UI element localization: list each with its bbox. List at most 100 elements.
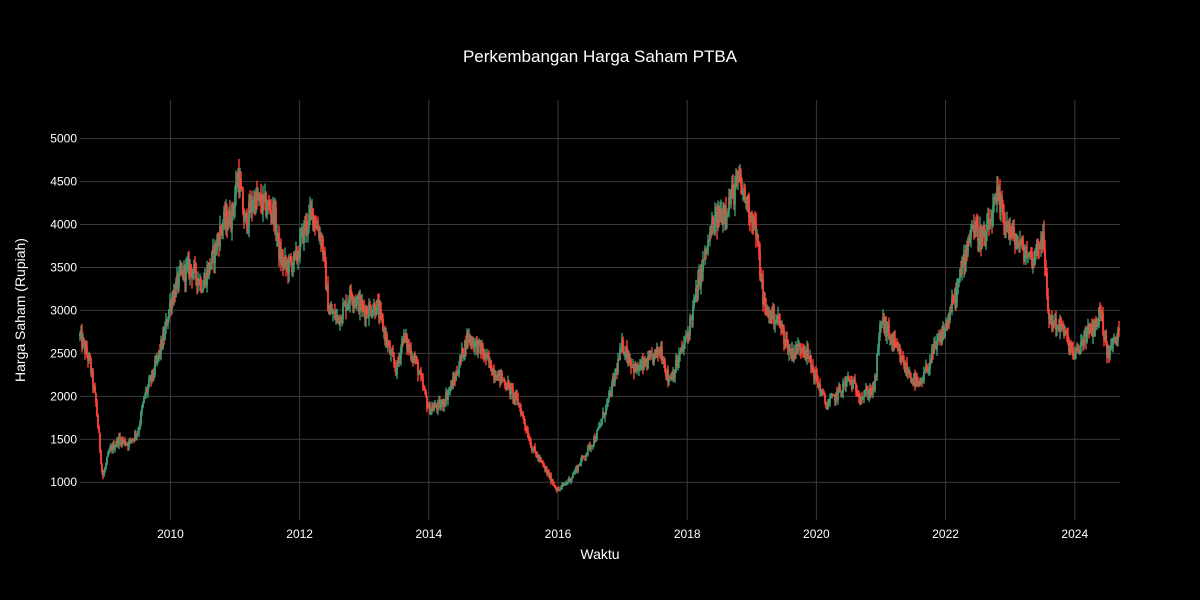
candle-body-up [276, 235, 278, 237]
candle-body-down [1017, 241, 1019, 246]
candle-body-down [952, 297, 954, 301]
candle-body-down [496, 379, 498, 381]
candle-body-up [593, 437, 595, 446]
candle-body-down [381, 313, 383, 320]
candle-body-up [942, 328, 944, 334]
candle-body-up [683, 343, 685, 349]
candle-body-down [759, 251, 761, 278]
candle-body-down [655, 349, 657, 353]
candle-body-up [1052, 321, 1054, 327]
candle-body-up [255, 190, 257, 212]
candle-body-down [1062, 324, 1064, 326]
candle-body-down [150, 376, 152, 381]
candle-body-down [688, 332, 690, 336]
candle-body-up [588, 444, 590, 447]
candle-body-down [708, 240, 710, 242]
candle-body-down [764, 299, 766, 307]
candle-body-down [205, 274, 207, 286]
candle-body-down [799, 344, 801, 350]
candle-body-up [1036, 239, 1038, 251]
candle-body-down [854, 380, 856, 384]
candle-body-down [535, 451, 537, 455]
candle-body-down [803, 351, 805, 353]
candle-body-up [513, 393, 515, 399]
candle-body-down [243, 213, 245, 222]
candle-body-down [166, 319, 168, 325]
candle-body-up [606, 402, 608, 406]
candle-body-down [1068, 341, 1070, 352]
candle-body-down [241, 188, 243, 192]
candle-body-down [1070, 344, 1072, 346]
candle-body-down [1030, 251, 1032, 253]
candle-body-up [237, 171, 239, 187]
x-tick-label: 2020 [803, 527, 830, 541]
candle-body-up [165, 319, 167, 328]
candle-body-up [1074, 353, 1076, 357]
candle-body-down [618, 359, 620, 361]
candle-body-down [544, 466, 546, 470]
candle-body-down [1066, 332, 1068, 335]
candle-body-up [562, 484, 564, 486]
candle-body-up [842, 383, 844, 394]
y-tick-label: 1000 [50, 475, 77, 489]
candle-body-down [916, 377, 918, 380]
candle-body-up [1104, 331, 1106, 340]
candle-body-down [182, 270, 184, 279]
candle-body-up [106, 456, 108, 464]
candle-body-up [617, 359, 619, 373]
candle-body-down [960, 269, 962, 274]
candle-body-down [563, 484, 565, 486]
candle-body-up [970, 229, 972, 240]
candle-body-down [194, 264, 196, 266]
candle-body-down [999, 191, 1001, 213]
candle-body-down [1031, 252, 1033, 266]
candle-body-up [301, 227, 303, 235]
candle-body-up [189, 264, 191, 276]
candle-body-up [477, 340, 479, 354]
candle-body-down [317, 224, 319, 232]
candle-body-down [207, 269, 209, 277]
candle-body-up [566, 482, 568, 484]
candle-body-up [804, 350, 806, 353]
candle-body-up [763, 299, 765, 305]
x-tick-label: 2014 [415, 527, 442, 541]
candle-body-down [465, 340, 467, 350]
candle-body-up [216, 239, 218, 251]
candle-body-down [101, 463, 103, 472]
candle-body-up [472, 342, 474, 346]
candle-body-down [240, 178, 242, 189]
candle-body-up [452, 377, 454, 389]
candle-body-down [851, 381, 853, 389]
candle-body-up [145, 390, 147, 396]
candle-body-up [383, 330, 385, 332]
candle-body-up [887, 325, 889, 327]
candle-body-down [89, 354, 91, 360]
candle-body-up [204, 274, 206, 282]
candle-body-up [175, 281, 177, 298]
candle-body-down [523, 415, 525, 422]
candle-body-up [1101, 313, 1103, 321]
candle-body-up [941, 333, 943, 344]
candle-body-down [733, 185, 735, 205]
candle-body-up [448, 389, 450, 394]
candle-body-up [1075, 350, 1077, 354]
candle-body-up [115, 444, 117, 447]
candle-body-up [518, 403, 520, 406]
candle-body-down [904, 366, 906, 373]
candle-body-up [158, 350, 160, 357]
candle-body-up [698, 273, 700, 279]
candle-body-up [1083, 336, 1085, 346]
candle-body-down [511, 385, 513, 389]
candle-body-up [849, 379, 851, 381]
candle-body-up [197, 280, 199, 287]
candle-body-down [917, 379, 919, 384]
candle-body-up [785, 339, 787, 344]
candle-body-down [591, 445, 593, 447]
candle-body-up [245, 212, 247, 217]
candle-body-down [826, 406, 828, 410]
candle-body-up [118, 436, 120, 445]
candle-body-up [136, 433, 138, 437]
candle-body-down [751, 213, 753, 223]
candle-body-up [186, 263, 188, 265]
candle-body-up [829, 398, 831, 403]
